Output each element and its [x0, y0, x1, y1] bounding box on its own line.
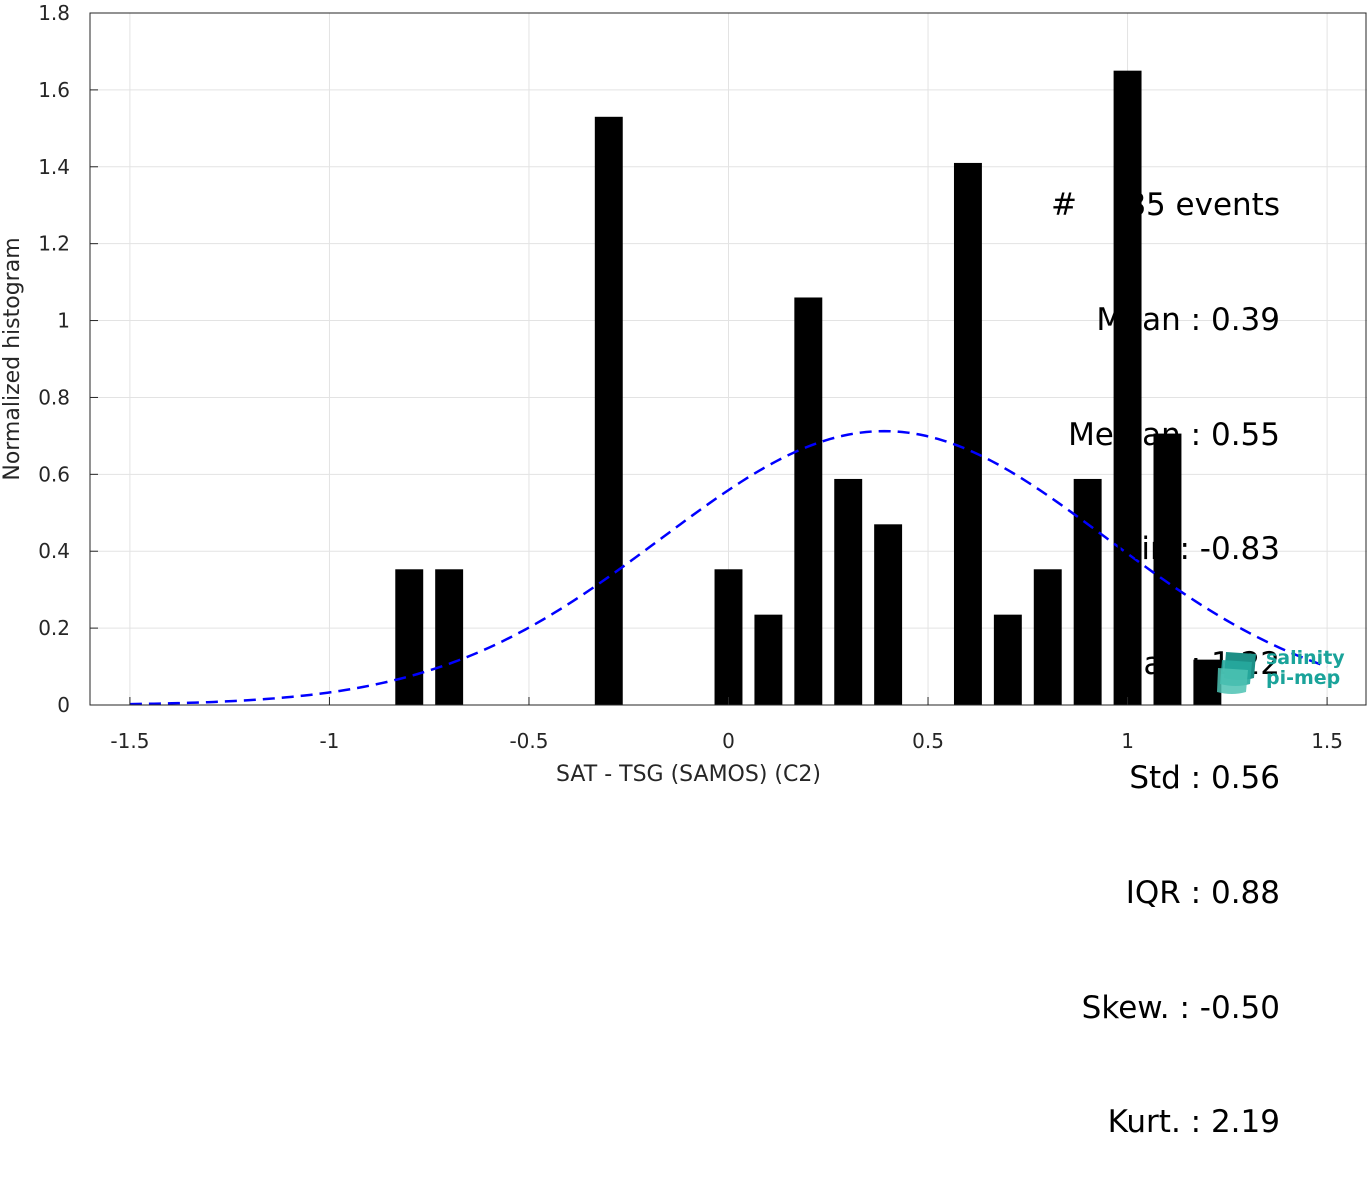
stats-mean: Mean : 0.39: [1096, 302, 1280, 338]
histogram-chart: -1.5 -1 -0.5 0 0.5 1 1.5 0 0.2 0.4 0.6 0.8 1 1.2 1.4 1…: [0, 1, 1367, 785]
stats-std: Std : 0.56: [1129, 760, 1280, 797]
x-axis-label: SAT - TSG (SAMOS) (C2): [556, 762, 821, 785]
x-tick-label: 0: [722, 729, 735, 753]
histogram-bar: [874, 524, 903, 705]
x-tick-label: 1: [1121, 729, 1134, 753]
salinity-pi-mep-logo: salinity pi-mep: [1216, 648, 1356, 696]
y-tick-label: 0.4: [38, 539, 70, 563]
histogram-bar: [594, 116, 623, 706]
y-tick-label: 0.2: [38, 616, 70, 640]
histogram-bar: [1073, 478, 1102, 705]
x-tick-label: 1.5: [1311, 729, 1343, 753]
stats-min: Min : -0.83: [1114, 531, 1280, 568]
histogram-bar: [1033, 569, 1062, 705]
y-tick-label: 0: [57, 693, 70, 717]
y-axis-label: Normalized histogram: [0, 237, 25, 480]
histogram-bar: [754, 614, 783, 705]
histogram-bar: [714, 569, 743, 705]
histogram-bar: [794, 297, 823, 705]
histogram-bar: [953, 162, 982, 705]
histogram-bar: [1153, 433, 1182, 705]
histogram-bars: [395, 70, 1222, 706]
gaussian-fit-curve: [129, 429, 1328, 706]
stats-median: Median : 0.55: [1068, 416, 1280, 453]
y-tick-labels: 0 0.2 0.4 0.6 0.8 1 1.2 1.4 1.6 1.8: [38, 1, 98, 717]
histogram-bar: [993, 614, 1022, 705]
histogram-bar: [1113, 70, 1142, 705]
histogram-bar: [435, 569, 464, 705]
y-tick-label: 0.6: [38, 462, 70, 486]
stats-events: # 85 events: [1051, 187, 1280, 224]
logo-wave-icon: [1217, 652, 1256, 694]
stats-skew: Skew. : -0.50: [1081, 989, 1280, 1026]
y-tick-label: 1.6: [38, 78, 70, 102]
histogram-bar: [1193, 659, 1222, 705]
x-tick-labels: -1.5 -1 -0.5 0 0.5 1 1.5: [110, 697, 1343, 753]
y-tick-label: 1.8: [38, 1, 70, 25]
stats-kurt: Kurt. : 2.19: [1107, 1104, 1280, 1141]
y-tick-label: 0.8: [38, 385, 70, 409]
logo-line-1: salinity: [1266, 647, 1345, 669]
histogram-bar: [834, 478, 863, 705]
x-tick-label: -1.5: [110, 729, 149, 753]
y-tick-label: 1.4: [38, 155, 70, 179]
logo-line-2: pi-mep: [1266, 667, 1341, 689]
x-tick-label: -0.5: [509, 729, 548, 753]
y-tick-label: 1.2: [38, 232, 70, 256]
histogram-bar: [395, 569, 424, 705]
statistics-box: # 85 events Mean : 0.39 Median : 0.55 Mi…: [1030, 110, 1280, 1180]
x-tick-label: 0.5: [912, 729, 944, 753]
x-tick-label: -1: [319, 729, 339, 753]
y-tick-label: 1: [57, 309, 70, 333]
stats-iqr: IQR : 0.88: [1125, 874, 1280, 911]
